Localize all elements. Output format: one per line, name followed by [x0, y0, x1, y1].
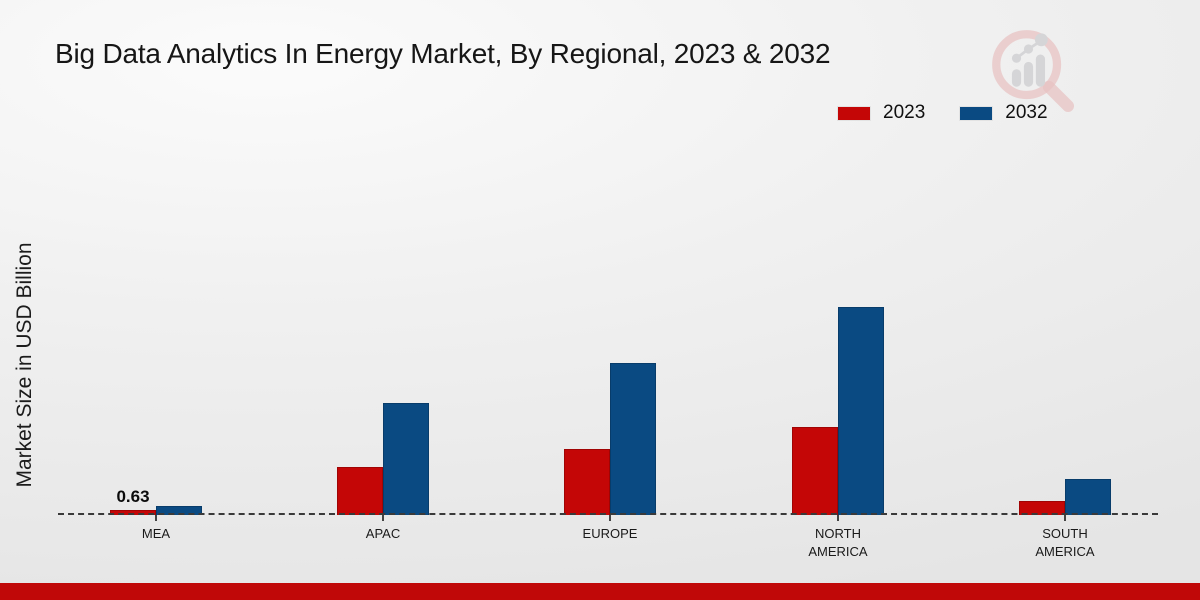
legend-swatch-2023: [837, 105, 871, 121]
bar-2023-europe: [564, 449, 610, 515]
bar-2032-north-america: [838, 307, 884, 515]
x-axis-tick-south-america: [1064, 515, 1066, 521]
category-label-south-america: SOUTH AMERICA: [1035, 526, 1095, 559]
bar-2023-apac: [337, 467, 383, 515]
legend-swatch-2032: [959, 105, 994, 121]
bar-2023-mea: [110, 509, 156, 515]
bar-2032-south-america: [1065, 479, 1111, 515]
x-axis-tick-europe: [609, 515, 611, 521]
category-label-north-america: NORTH AMERICA: [808, 526, 868, 559]
category-label-europe: EUROPE: [582, 526, 638, 541]
x-axis-baseline: [58, 513, 1158, 515]
legend-item-2023: 2023: [837, 102, 925, 124]
legend-item-2032: 2032: [959, 102, 1048, 124]
brand-watermark-logo: [988, 26, 1080, 123]
x-axis-tick-north-america: [837, 515, 839, 521]
bar-2023-south-america: [1019, 500, 1065, 515]
magnifier-chart-icon: [992, 30, 1075, 113]
footer-accent-bar: [0, 583, 1200, 600]
bar-2023-north-america: [792, 427, 838, 515]
x-axis-tick-apac: [382, 515, 384, 521]
bar-2032-europe: [610, 363, 656, 515]
legend: 2023 2032: [837, 102, 1048, 124]
legend-label-2023: 2023: [883, 102, 926, 123]
bar-2032-apac: [383, 403, 429, 515]
category-label-apac: APAC: [365, 526, 401, 541]
chart-title: Big Data Analytics In Energy Market, By …: [55, 38, 831, 69]
x-axis-tick-mea: [155, 515, 157, 521]
data-label-2023-mea: 0.63: [116, 486, 150, 506]
bar-2032-mea: [156, 506, 202, 515]
category-label-mea: MEA: [141, 526, 171, 541]
legend-label-2032: 2032: [1005, 102, 1048, 123]
